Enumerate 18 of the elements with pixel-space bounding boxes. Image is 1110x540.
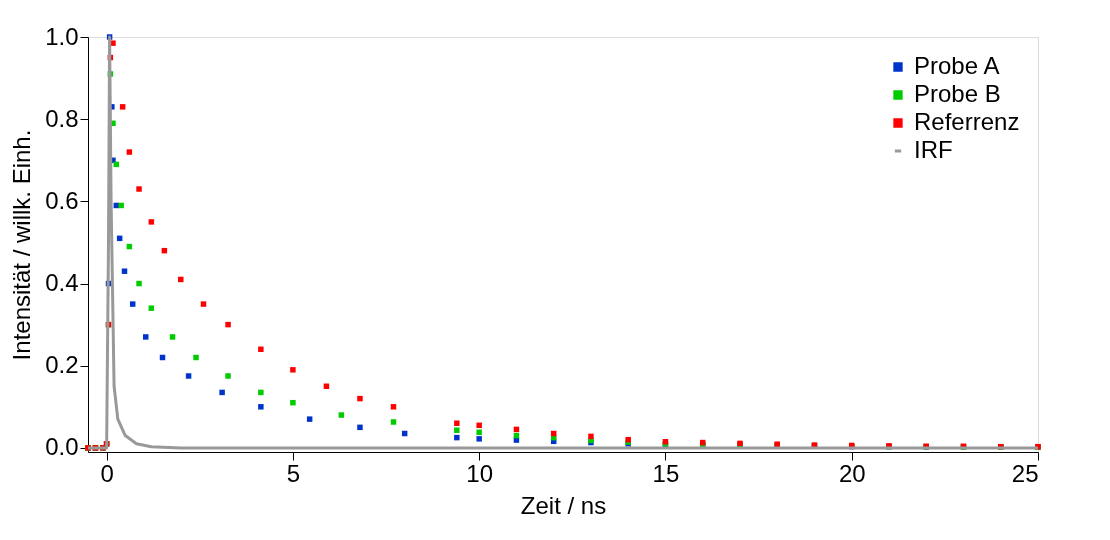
y-tick-label: 0.0 <box>45 433 79 461</box>
x-axis-title: Zeit / ns <box>520 491 607 519</box>
y-tick-label: 0.6 <box>45 186 79 214</box>
x-tick-label: 25 <box>1011 459 1039 487</box>
y-axis-title: Intensität / willk. Einh. <box>8 129 36 361</box>
x-tick-label: 20 <box>838 459 866 487</box>
x-tick-label: 5 <box>286 459 301 487</box>
x-tick-label: 10 <box>466 459 494 487</box>
y-tick-label: 1.0 <box>45 22 79 50</box>
y-tick-label: 0.2 <box>45 351 79 379</box>
x-tick-label: 15 <box>652 459 680 487</box>
x-tick-label: 0 <box>100 459 114 487</box>
legend-label: Probe A <box>914 52 1000 79</box>
legend-label: Referrenz <box>914 108 1020 135</box>
y-tick-label: 0.8 <box>45 104 79 132</box>
legend-label: IRF <box>914 136 953 163</box>
legend-label: Probe B <box>914 80 1001 107</box>
y-tick-label: 0.4 <box>45 269 79 297</box>
